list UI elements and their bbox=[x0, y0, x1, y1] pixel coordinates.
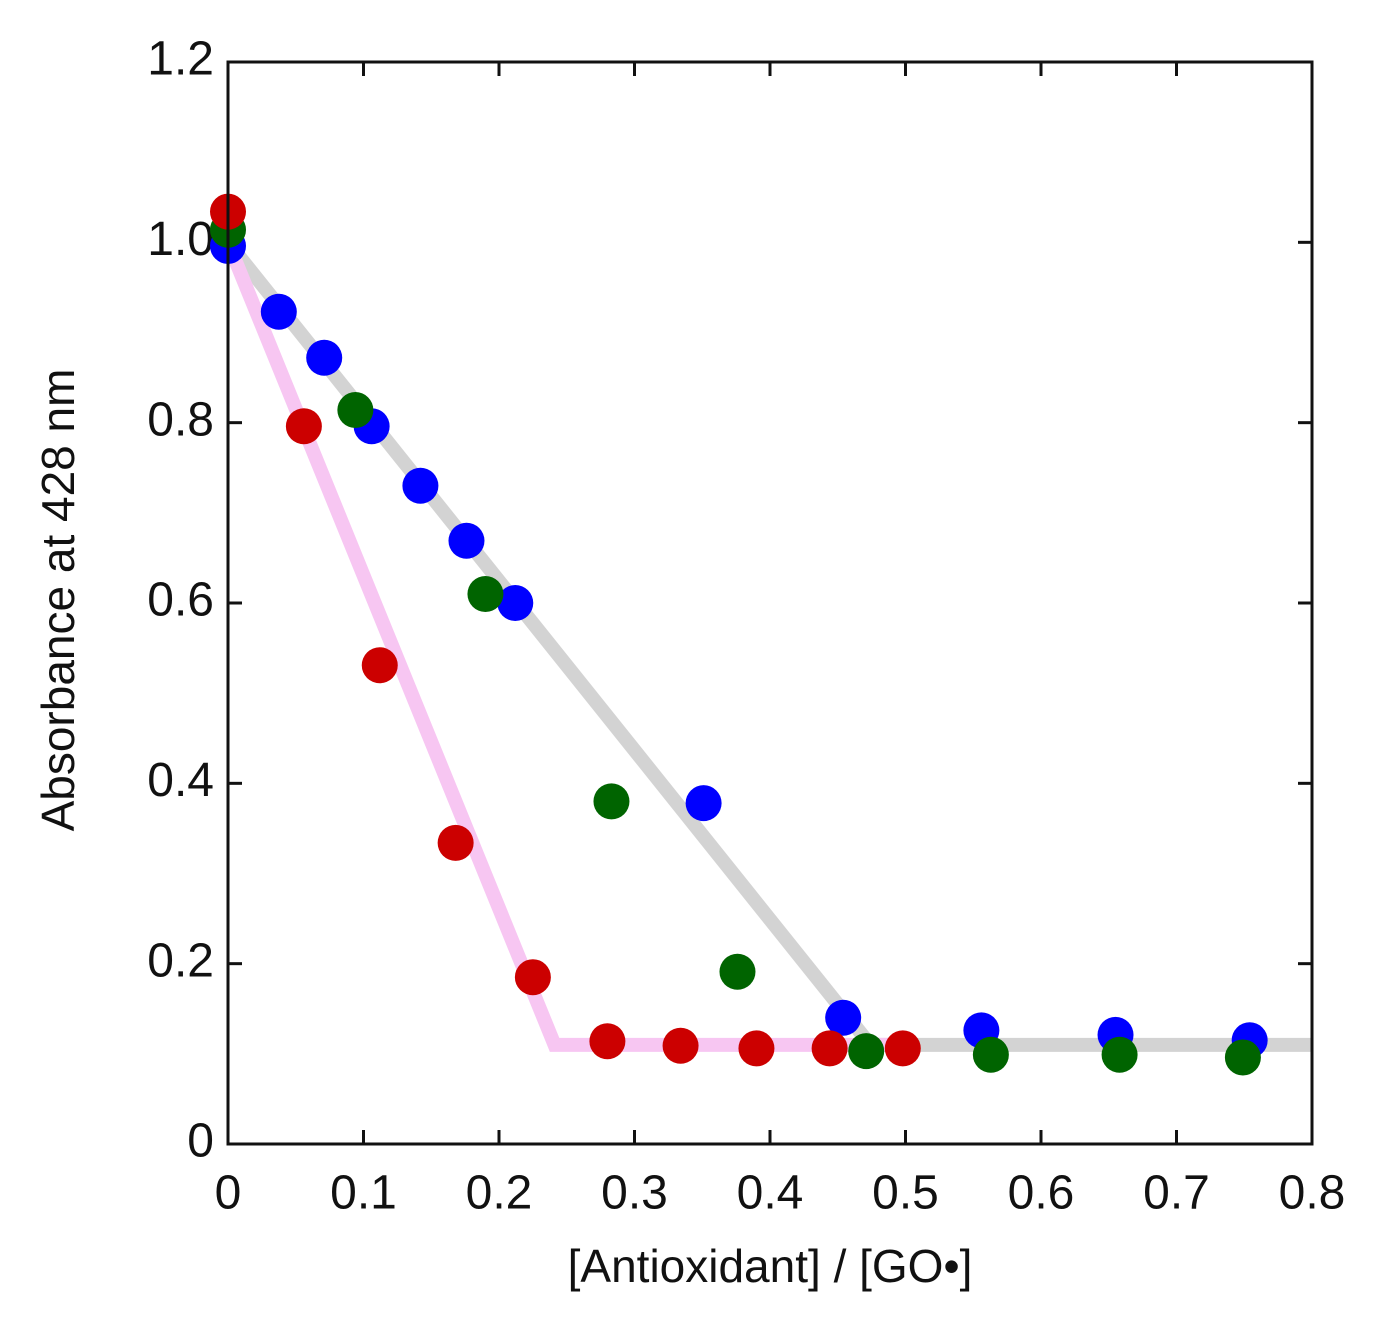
y-tick-label: 0.2 bbox=[147, 934, 214, 987]
x-tick-label: 0.6 bbox=[1008, 1167, 1075, 1220]
y-tick-label: 1.2 bbox=[147, 33, 214, 86]
data-point bbox=[467, 575, 504, 612]
x-axis-label: [Antioxidant] / [GO•] bbox=[568, 1240, 973, 1292]
data-point bbox=[402, 467, 439, 504]
x-tick-label: 0.8 bbox=[1279, 1167, 1346, 1220]
data-point bbox=[1224, 1039, 1261, 1076]
y-axis-label: Absorbance at 428 nm bbox=[32, 369, 84, 832]
x-tick-label: 0.7 bbox=[1143, 1167, 1210, 1220]
data-point bbox=[361, 647, 398, 684]
data-point bbox=[260, 293, 297, 330]
data-point bbox=[589, 1023, 626, 1060]
x-tick-label: 0.4 bbox=[737, 1167, 804, 1220]
data-point bbox=[884, 1030, 921, 1067]
data-point bbox=[514, 959, 551, 996]
x-tick-label: 0.3 bbox=[601, 1167, 668, 1220]
data-point bbox=[437, 824, 474, 861]
y-tick-label: 0 bbox=[187, 1115, 214, 1168]
data-point bbox=[685, 785, 722, 822]
data-point bbox=[972, 1036, 1009, 1073]
data-point bbox=[719, 953, 756, 990]
y-tick-label: 0.4 bbox=[147, 754, 214, 807]
data-point bbox=[738, 1030, 775, 1067]
x-tick-label: 0 bbox=[215, 1167, 242, 1220]
x-tick-label: 0.2 bbox=[466, 1167, 533, 1220]
data-point bbox=[811, 1030, 848, 1067]
y-tick-label: 0.8 bbox=[147, 393, 214, 446]
y-tick-label: 1.0 bbox=[147, 213, 214, 266]
data-point bbox=[497, 585, 534, 621]
data-point bbox=[448, 522, 485, 559]
x-tick-label: 0.1 bbox=[330, 1167, 397, 1220]
plot-frame bbox=[226, 60, 1314, 1146]
data-point bbox=[1101, 1036, 1138, 1073]
data-point bbox=[848, 1033, 885, 1070]
data-point bbox=[337, 392, 374, 429]
x-tick-label: 0.5 bbox=[872, 1167, 939, 1220]
data-point bbox=[306, 339, 343, 376]
data-point bbox=[825, 999, 862, 1036]
fit-line bbox=[221, 239, 906, 1052]
y-tick-label: 0.6 bbox=[147, 574, 214, 627]
data-point bbox=[593, 783, 630, 820]
data-point bbox=[285, 408, 322, 445]
data-point bbox=[662, 1027, 699, 1064]
